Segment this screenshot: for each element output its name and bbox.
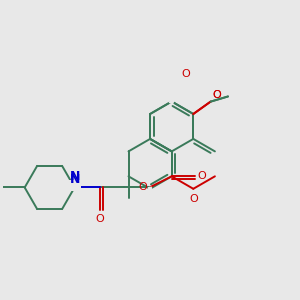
Text: N: N xyxy=(69,173,80,186)
Text: O: O xyxy=(189,194,198,204)
Text: O: O xyxy=(212,90,221,100)
Text: O: O xyxy=(138,182,147,192)
FancyBboxPatch shape xyxy=(68,179,81,191)
Text: O: O xyxy=(212,90,221,100)
Text: O: O xyxy=(95,214,104,224)
Text: O: O xyxy=(181,69,190,79)
FancyBboxPatch shape xyxy=(178,65,213,82)
Text: N: N xyxy=(69,170,80,183)
Text: O: O xyxy=(198,171,207,181)
